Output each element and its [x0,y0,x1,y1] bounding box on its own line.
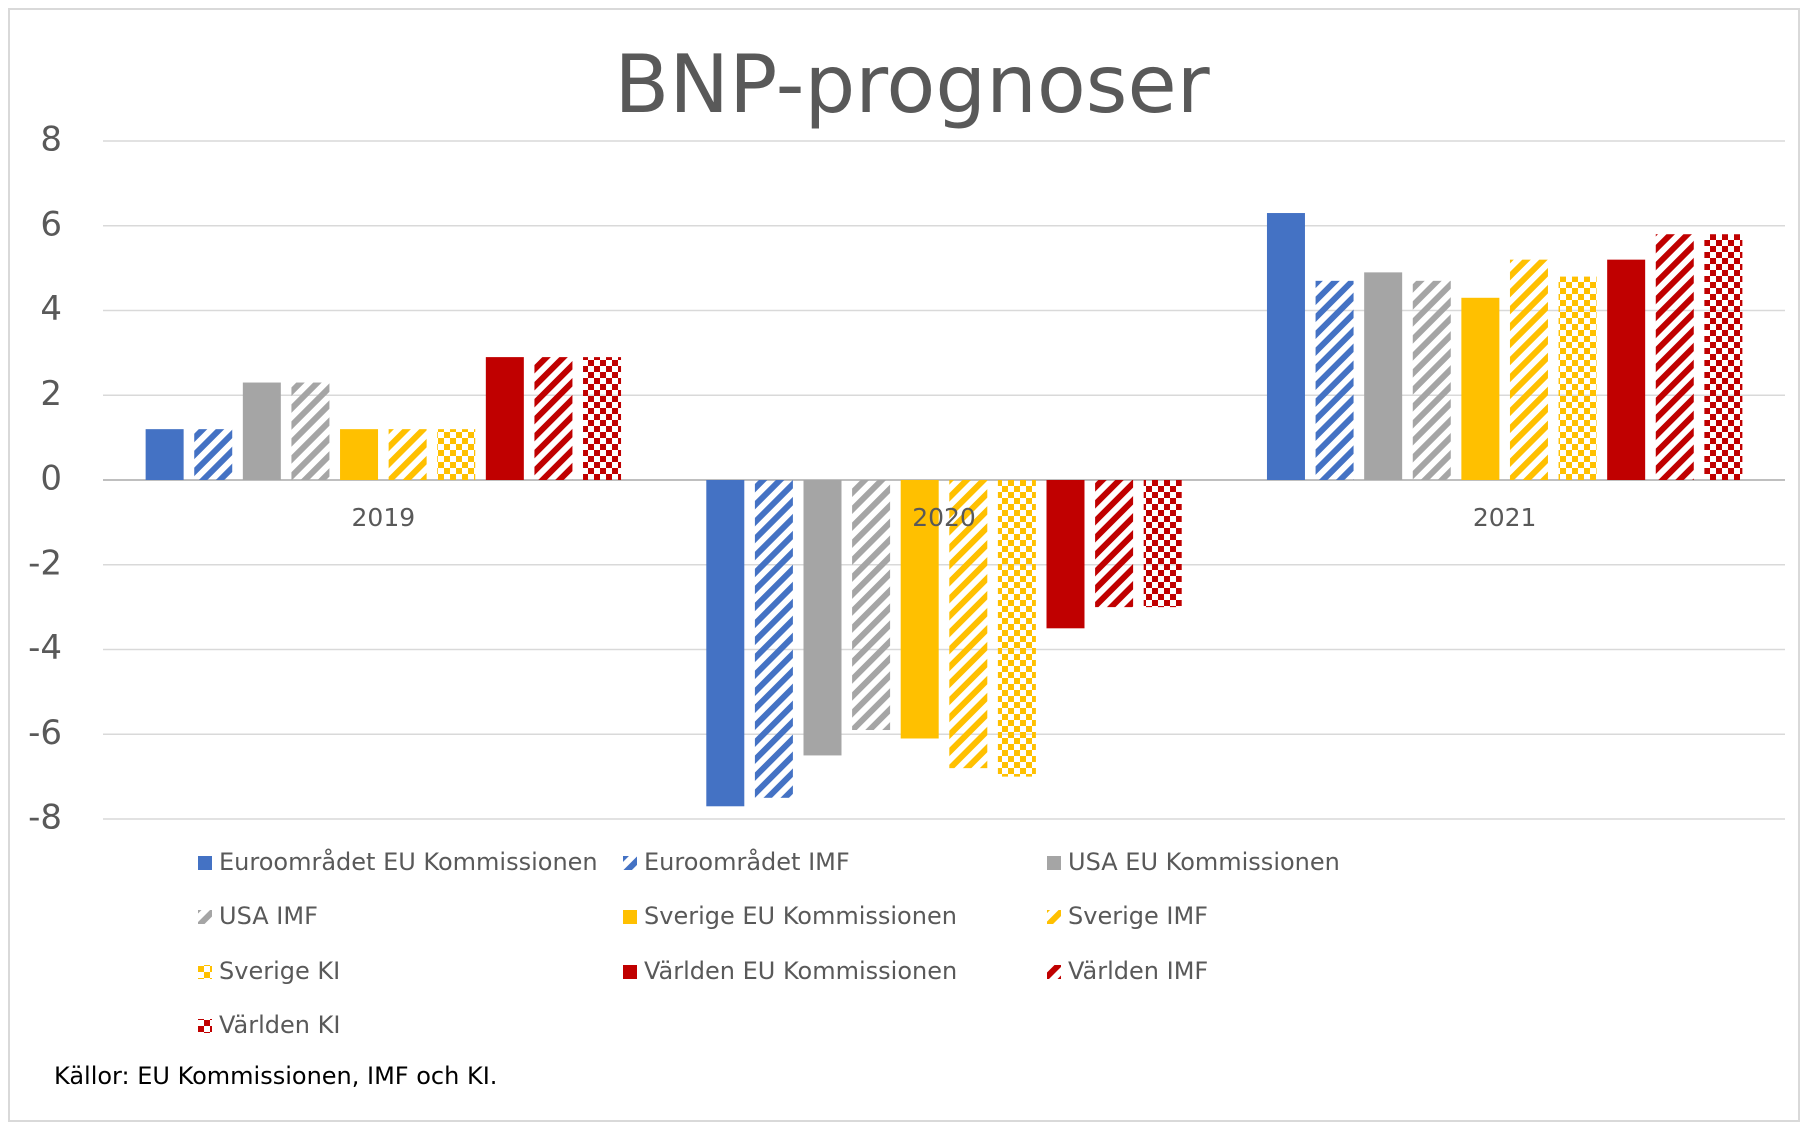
y-tick-label: 4 [40,289,62,329]
y-tick-label: 8 [40,120,62,160]
bar [485,357,524,480]
bar [340,429,379,480]
bar [997,480,1036,777]
legend-label: Sverige IMF [1068,902,1208,930]
bar [1412,280,1451,480]
bar [1046,480,1085,629]
chart-title: BNP-prognoser [614,38,1209,131]
legend-swatch [198,856,212,870]
bar [534,357,573,480]
legend-swatch [623,910,637,924]
source-note: Källor: EU Kommissionen, IMF och KI. [54,1062,497,1090]
bar [1266,213,1305,480]
bar [437,429,476,480]
legend-swatch [623,856,637,870]
y-tick-label: -2 [28,543,62,583]
bar [852,480,891,731]
legend-label: Sverige KI [219,957,340,985]
legend-swatch [198,1019,212,1033]
bar [754,480,793,798]
bar [900,480,939,739]
bar [1315,280,1354,480]
y-tick-label: -6 [28,713,62,753]
x-tick-label: 2020 [912,503,976,532]
legend-swatch [1047,856,1061,870]
y-tick-label: 6 [40,204,62,244]
bar [583,357,622,480]
bar [1509,259,1548,480]
bar [242,382,281,480]
legend-label: Världen EU Kommissionen [644,957,957,985]
bar [1558,276,1597,480]
legend-swatch [623,965,637,979]
legend-label: Euroområdet EU Kommissionen [219,847,598,876]
bar [388,429,427,480]
x-tick-label: 2021 [1473,503,1537,532]
y-tick-label: -8 [28,798,62,838]
legend-swatch [1047,965,1061,979]
bar [706,480,745,807]
bar [1704,234,1743,480]
legend-label: Euroområdet IMF [644,847,850,876]
y-tick-label: -4 [28,628,62,668]
bar [145,429,184,480]
bar [949,480,988,769]
y-tick-label: 0 [40,459,62,499]
bar [1655,234,1694,480]
bar [1143,480,1182,608]
bar [291,382,330,480]
legend-label: USA EU Kommissionen [1068,848,1340,876]
bar [194,429,233,480]
bar [1095,480,1134,608]
legend-label: Sverige EU Kommissionen [644,902,957,930]
legend-swatch [1047,910,1061,924]
legend-label: Världen KI [219,1011,340,1039]
bar [1364,272,1403,480]
legend-label: USA IMF [219,902,318,930]
legend-swatch [198,910,212,924]
bar [1461,297,1500,480]
legend-label: Världen IMF [1068,957,1208,985]
x-tick-label: 2019 [352,503,416,532]
legend-swatch [198,965,212,979]
y-tick-label: 2 [40,374,62,414]
bar [803,480,842,756]
bar [1607,259,1646,480]
